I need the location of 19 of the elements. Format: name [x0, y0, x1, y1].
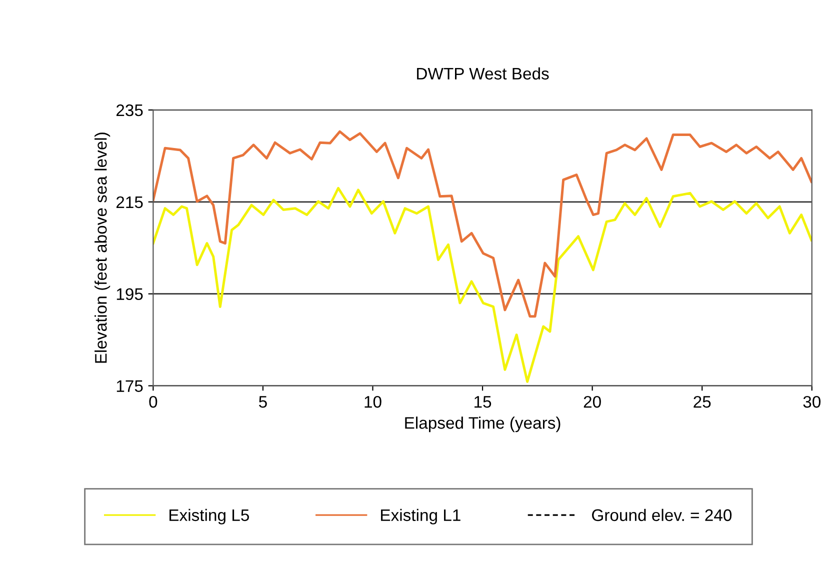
line-series [153, 186, 812, 383]
x-tick-label: 10 [364, 396, 382, 408]
y-tick-label: 175 [116, 380, 143, 392]
x-tick-label: 20 [584, 396, 601, 408]
x-tick-label: 5 [258, 396, 267, 408]
y-tick-label: 215 [116, 196, 143, 208]
x-tick-label: 0 [149, 396, 158, 408]
y-axis-title: Elevation (feet above sea level) [94, 132, 110, 363]
chart-title: DWTP West Beds [417, 67, 549, 80]
legend-label: Existing L1 [381, 508, 460, 524]
x-tick-label: 25 [694, 396, 711, 408]
legend-label: Existing L5 [170, 508, 249, 524]
line-series [153, 130, 812, 318]
legend-label: Ground elev. = 240 [592, 508, 732, 522]
x-tick-label: 15 [474, 396, 492, 408]
y-tick-label: 235 [116, 104, 143, 116]
x-tick-label: 30 [803, 396, 821, 408]
x-axis-title: Elapsed Time (years) [405, 416, 560, 432]
y-tick-label: 195 [116, 288, 143, 300]
